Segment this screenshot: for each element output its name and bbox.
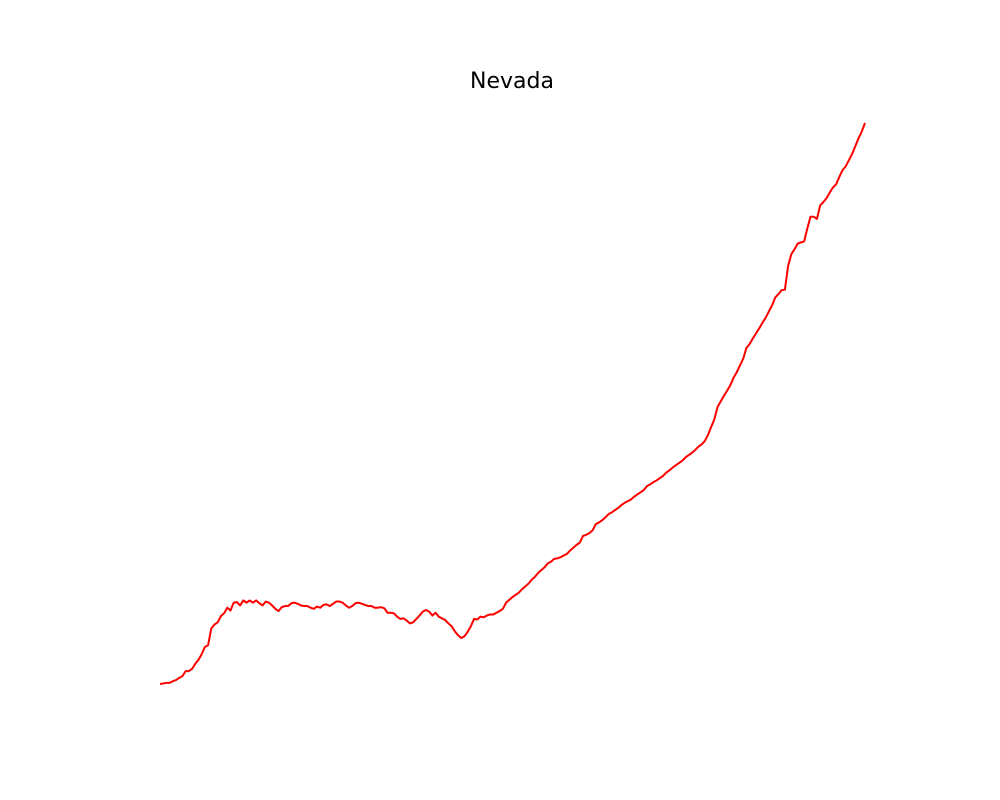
chart-title: Nevada <box>470 69 554 94</box>
series-line-0 <box>159 122 866 685</box>
plot-area <box>159 122 866 685</box>
